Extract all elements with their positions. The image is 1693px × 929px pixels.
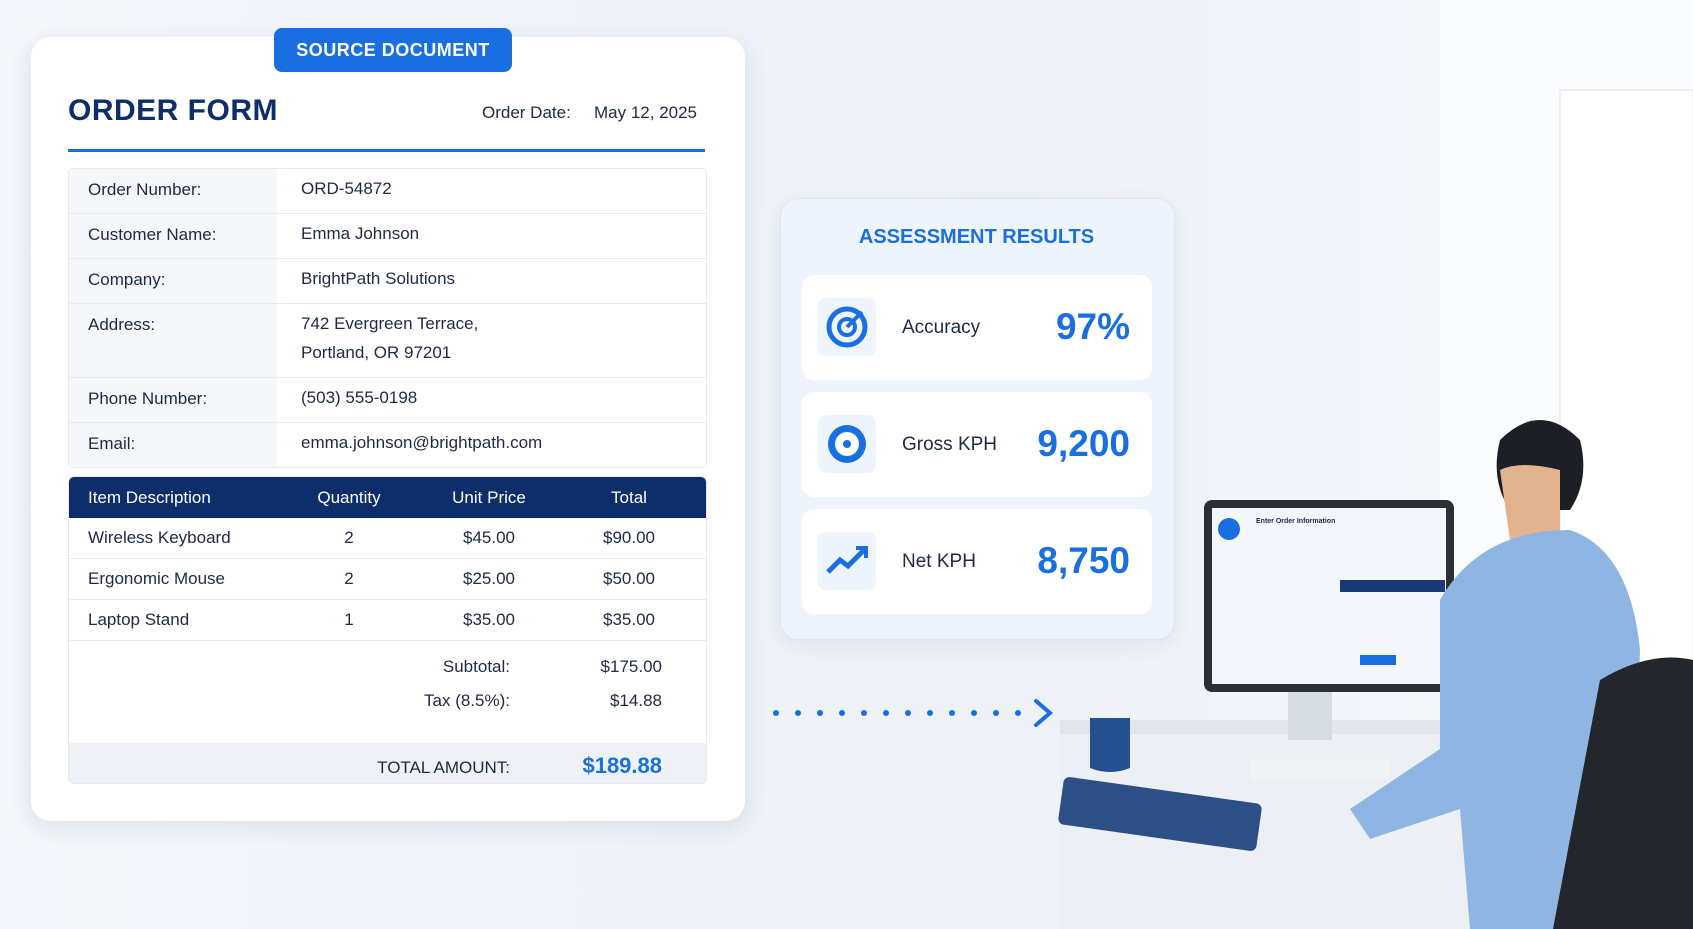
metric-card: Accuracy 97%	[802, 275, 1152, 380]
field-row: Phone Number: (503) 555-0198	[69, 377, 706, 422]
metric-icon	[818, 532, 876, 590]
field-row: Email: emma.johnson@brightpath.com	[69, 422, 706, 467]
field-label: Phone Number:	[69, 378, 277, 422]
field-line: BrightPath Solutions	[301, 269, 456, 288]
item-cell: 1	[344, 610, 354, 629]
metric-value: 97%	[1055, 306, 1130, 347]
field-value: 742 Evergreen Terrace, Portland, OR 97201	[277, 298, 478, 377]
header-cell: Total	[611, 488, 647, 507]
source-badge: SOURCE DOCUMENT	[274, 28, 512, 72]
item-cell: Wireless Keyboard	[88, 528, 231, 547]
item-cell: Ergonomic Mouse	[88, 569, 226, 588]
header-cell: Unit Price	[452, 488, 526, 507]
field-label: Company:	[69, 259, 277, 303]
summary: Subtotal: $175.00 Tax (8.5%): $14.88	[69, 641, 706, 743]
icon	[828, 425, 866, 463]
field-value: BrightPath Solutions	[277, 253, 455, 303]
date-label: Order Date:	[482, 103, 571, 122]
item-cell: $45.00	[463, 528, 515, 547]
summary-label: Subtotal:	[442, 657, 510, 676]
item-row: Ergonomic Mouse 2 $25.00 $50.00	[69, 559, 706, 600]
item-cell: $50.00	[603, 569, 655, 588]
field-line: emma.johnson@brightpath.com	[301, 433, 543, 452]
field-line: ORD-54872	[301, 179, 392, 198]
field-row: Order Number: ORD-54872	[69, 169, 706, 213]
field-value: emma.johnson@brightpath.com	[277, 417, 542, 467]
summary-value: $14.88	[610, 691, 662, 710]
monitor-title: Enter Order Information	[1256, 518, 1336, 525]
field-row: Company: BrightPath Solutions	[69, 258, 706, 303]
metric-value: 9,200	[1037, 423, 1130, 464]
item-row: Laptop Stand 1 $35.00 $35.00	[69, 600, 706, 641]
metric-icon	[818, 415, 876, 473]
icon	[826, 546, 868, 574]
item-cell: Laptop Stand	[88, 610, 190, 629]
item-cell: 2	[344, 569, 354, 588]
item-cell: $35.00	[603, 610, 655, 629]
total-value: $189.88	[582, 753, 662, 778]
divider	[68, 149, 705, 152]
item-cell: $90.00	[603, 528, 655, 547]
field-value: (503) 555-0198	[277, 372, 417, 422]
flow-arrow	[773, 699, 1054, 727]
summary-value: $175.00	[600, 657, 662, 676]
header-cell: Quantity	[317, 488, 381, 507]
metric-label: Gross KPH	[902, 434, 998, 455]
field-row: Address: 742 Evergreen Terrace, Portland, …	[69, 303, 706, 377]
field-label: Order Number:	[69, 169, 277, 213]
icon	[826, 306, 868, 348]
field-line: (503) 555-0198	[301, 388, 418, 407]
summary-label: Tax (8.5%):	[424, 691, 510, 710]
header-cell: Item Description	[88, 488, 211, 507]
form-title: ORDER FORM	[68, 94, 278, 127]
date-value: May 12, 2025	[594, 103, 698, 122]
item-cell: $35.00	[463, 610, 515, 629]
item-cell: $25.00	[463, 569, 515, 588]
metric-card: Net KPH 8,750	[802, 509, 1152, 614]
total-band: TOTAL AMOUNT: $189.88	[69, 743, 706, 783]
items-table: Item Description Quantity Unit Price Total W…	[68, 476, 707, 784]
metric-label: Net KPH	[902, 551, 976, 572]
items-header: Item Description Quantity Unit Price Total	[69, 477, 706, 518]
field-label: Email:	[69, 423, 277, 467]
field-line: 742 Evergreen Terrace,	[301, 314, 479, 333]
metric-label: Accuracy	[902, 317, 981, 338]
metric-card: Gross KPH 9,200	[802, 392, 1152, 497]
item-cell: 2	[344, 528, 354, 547]
total-label: TOTAL AMOUNT:	[377, 758, 510, 777]
item-row: Wireless Keyboard 2 $45.00 $90.00	[69, 518, 706, 559]
field-value: ORD-54872	[277, 163, 392, 213]
field-label: Customer Name:	[69, 214, 277, 258]
field-line: Emma Johnson	[301, 224, 420, 243]
field-value: Emma Johnson	[277, 208, 419, 258]
metric-icon	[818, 298, 876, 356]
field-label: Address:	[69, 304, 277, 377]
field-row: Customer Name: Emma Johnson	[69, 213, 706, 258]
field-line: Portland, OR 97201	[301, 343, 452, 362]
fields-table: Order Number: ORD-54872 Customer Name: Emma…	[68, 168, 707, 468]
results-title: ASSESSMENT RESULTS	[858, 226, 1095, 248]
metric-value: 8,750	[1037, 540, 1130, 581]
